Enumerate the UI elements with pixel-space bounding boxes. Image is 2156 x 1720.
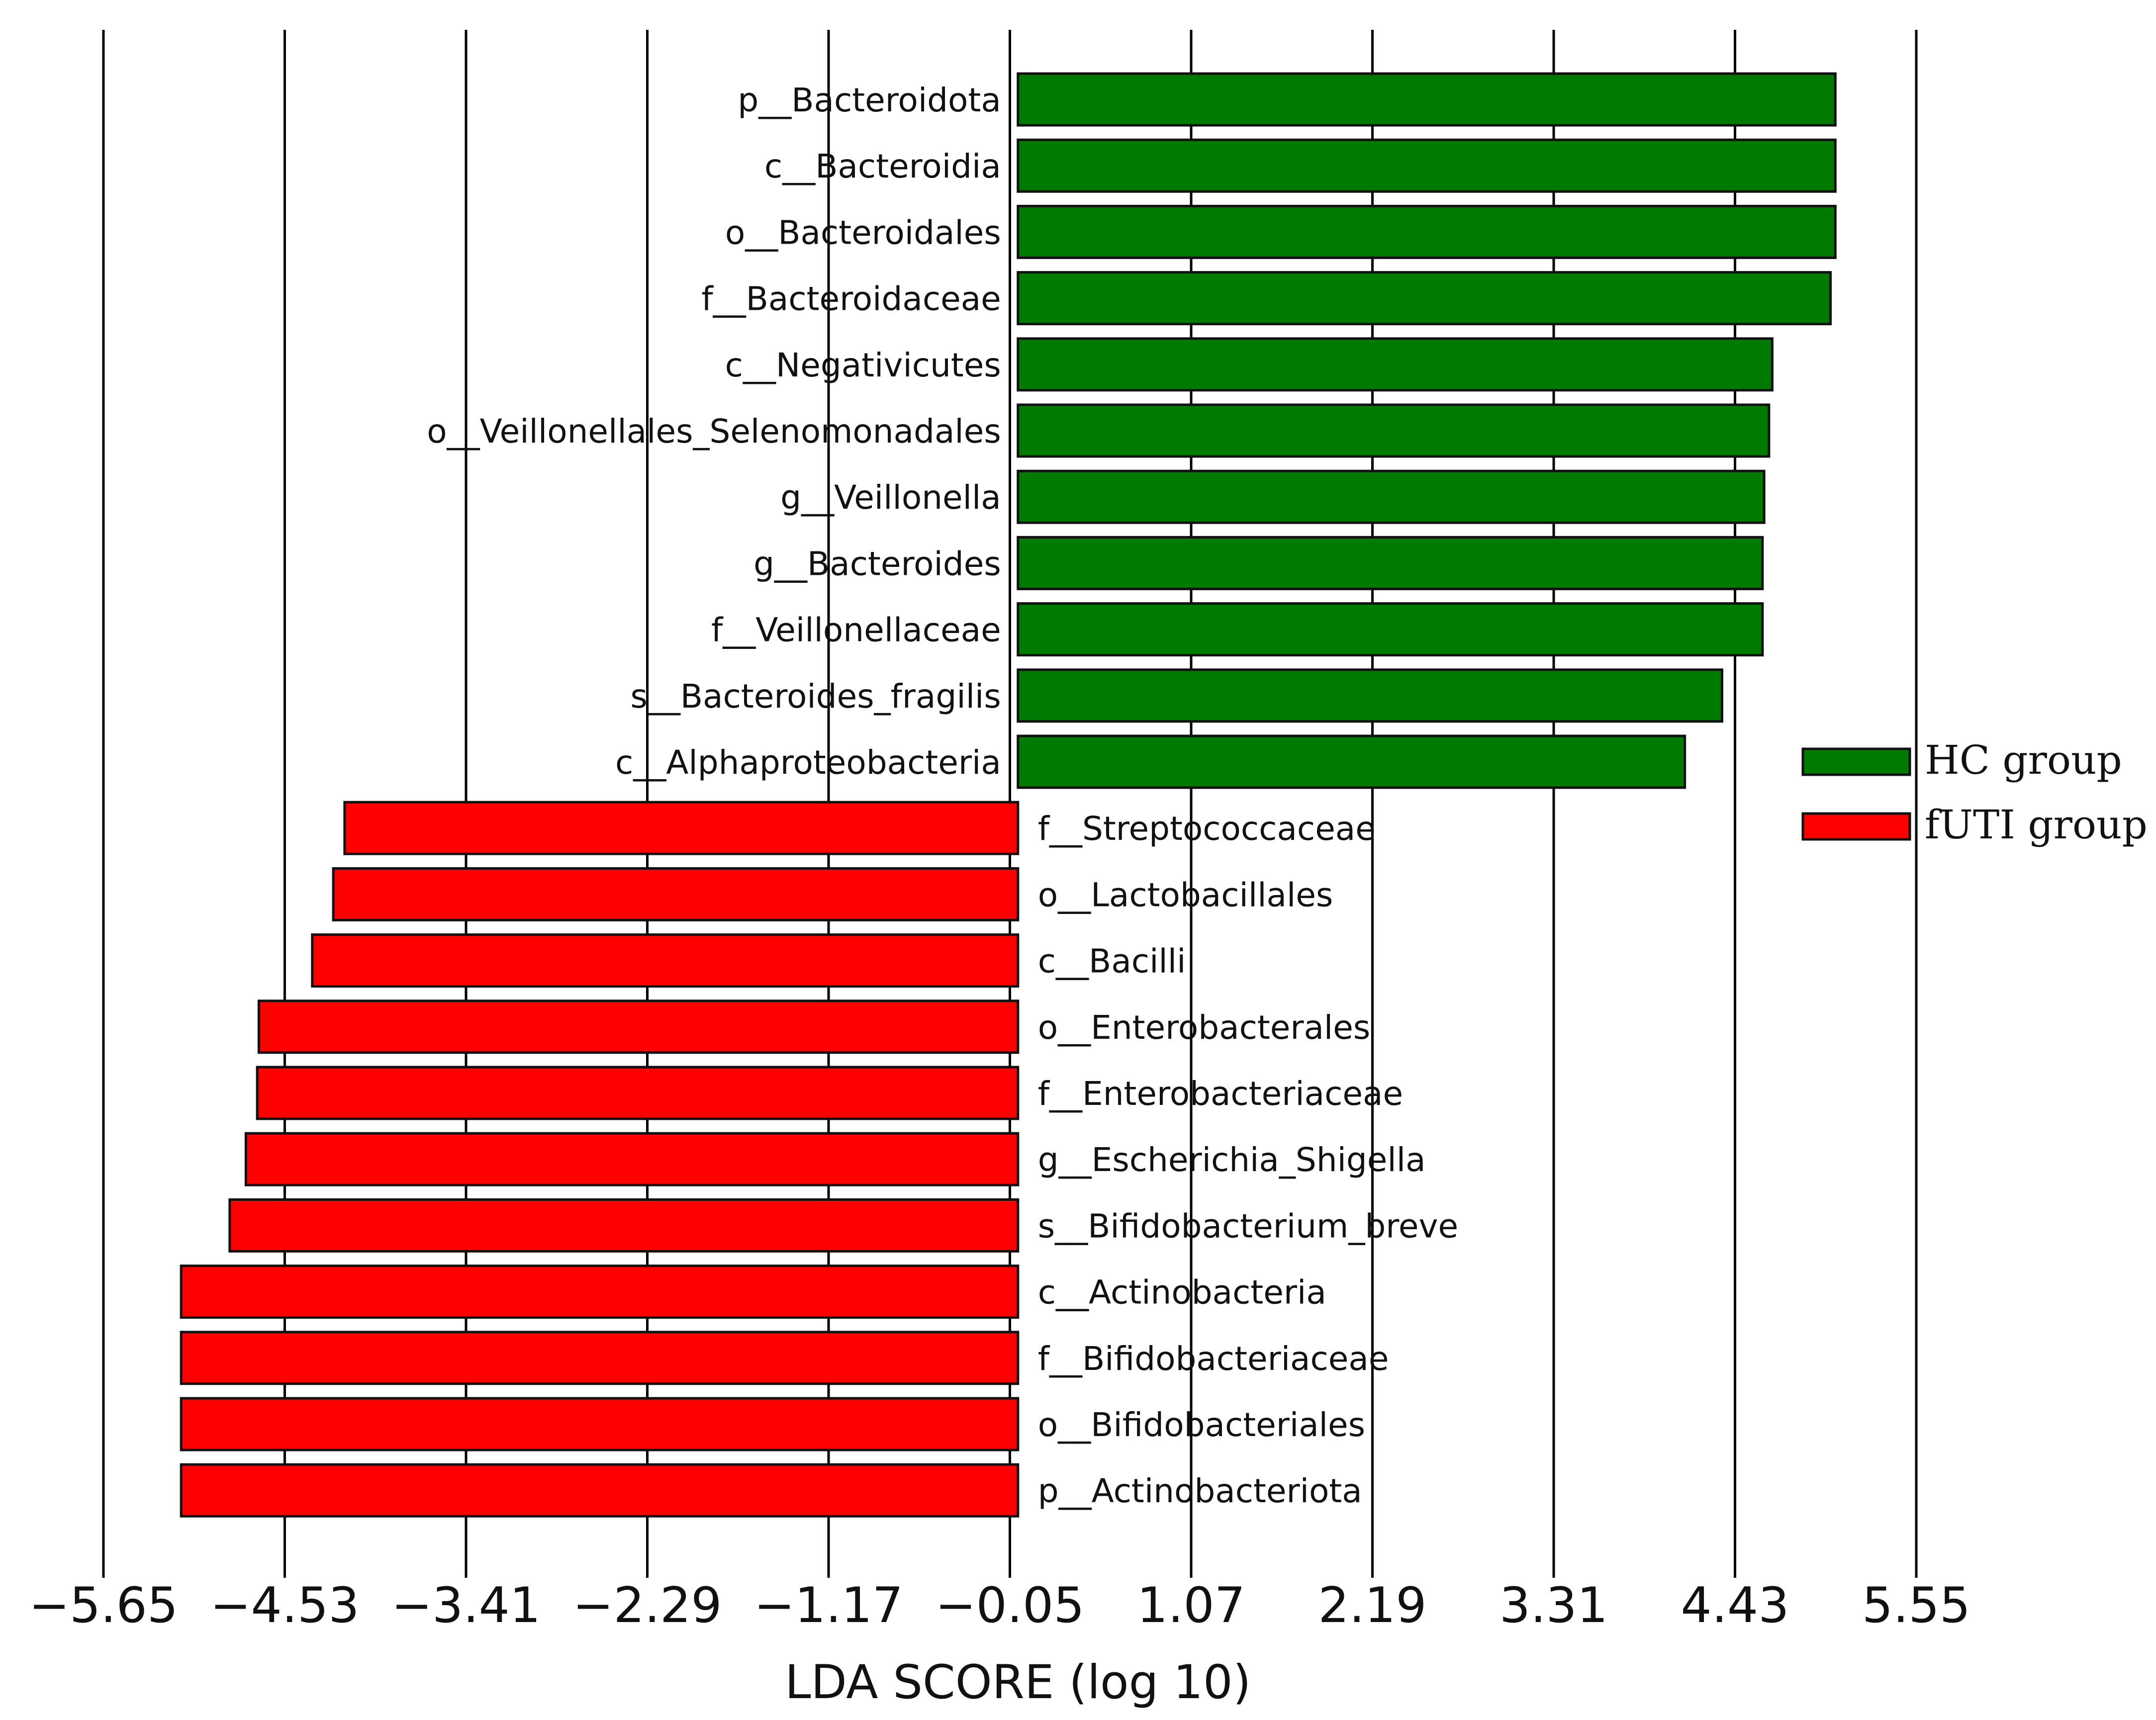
bar-label: c__Bacilli — [1038, 942, 1186, 981]
bar — [244, 1132, 1020, 1186]
bar-label: f__Bifidobacteriaceae — [1038, 1340, 1389, 1378]
bar-label: o__Veillonellales_Selenomonadales — [427, 412, 1001, 451]
bar — [180, 1265, 1020, 1319]
x-tick-label: 3.31 — [1500, 1577, 1608, 1634]
x-tick-label: 1.07 — [1137, 1577, 1245, 1634]
bar — [1017, 138, 1837, 193]
bar — [1017, 337, 1774, 392]
bar-label: o__Bacteroidales — [725, 213, 1001, 252]
bar — [311, 933, 1020, 988]
x-tick-label: −1.17 — [754, 1577, 903, 1634]
bar — [256, 1066, 1020, 1120]
bar — [257, 999, 1020, 1054]
legend-swatch — [1801, 747, 1911, 776]
bar — [228, 1198, 1020, 1253]
bar — [180, 1331, 1020, 1385]
bar-labels: p__Bacteroidota c__Bacteroidia o__Bacteroi… — [427, 81, 1458, 1510]
bar-label: c__Actinobacteria — [1038, 1273, 1326, 1312]
bar-label: c__Negativicutes — [725, 346, 1001, 384]
bar — [180, 1397, 1020, 1451]
bar — [1017, 469, 1766, 524]
bar-label: o__Bifidobacteriales — [1038, 1406, 1365, 1444]
x-tick-label: −5.65 — [29, 1577, 178, 1634]
bar-label: o__Enterobacterales — [1038, 1008, 1370, 1047]
bar — [1017, 602, 1764, 657]
bar-label: f__Streptococcaceae — [1038, 810, 1376, 848]
legend-label: HC group — [1925, 737, 2122, 783]
bar — [1017, 734, 1687, 789]
legend-swatch — [1801, 812, 1911, 841]
bar-label: g__Veillonella — [780, 478, 1001, 517]
x-tick-label: 5.55 — [1862, 1577, 1970, 1634]
x-tick-label: 4.43 — [1681, 1577, 1789, 1634]
bar — [343, 801, 1020, 855]
bar-label: g__Escherichia_Shigella — [1038, 1141, 1426, 1179]
bar-label: s__Bifidobacterium_breve — [1038, 1207, 1458, 1245]
x-tick-label: −4.53 — [210, 1577, 359, 1634]
legend: HC group fUTI group — [1801, 737, 2148, 848]
bar — [1017, 204, 1837, 259]
bar — [1017, 668, 1723, 723]
bar — [1017, 271, 1832, 326]
bar — [1017, 403, 1771, 458]
bar-label: c__Alphaproteobacteria — [615, 743, 1001, 782]
x-axis-ticks: −5.65 −4.53 −3.41 −2.29 −1.17 −0.05 1.07 2.19 3.… — [29, 1564, 1970, 1634]
x-tick-label: −2.29 — [572, 1577, 722, 1634]
bars — [180, 72, 1837, 1518]
legend-label: fUTI group — [1925, 802, 2148, 848]
x-tick-label: 2.19 — [1318, 1577, 1426, 1634]
bar-label: f__Enterobacteriaceae — [1038, 1075, 1403, 1113]
bar-label: f__Bacteroidaceae — [701, 280, 1001, 318]
bar-label: s__Bacteroides_fragilis — [630, 677, 1001, 716]
bar-label: p__Actinobacteriota — [1038, 1472, 1362, 1510]
bar-label: p__Bacteroidota — [738, 81, 1001, 119]
bar — [1017, 536, 1764, 590]
x-tick-label: −0.05 — [935, 1577, 1084, 1634]
bar-label: o__Lactobacillales — [1038, 876, 1333, 914]
bar — [180, 1463, 1020, 1518]
x-tick-label: −3.41 — [391, 1577, 541, 1634]
bar-label: g__Bacteroides — [753, 544, 1001, 583]
bar — [1017, 72, 1837, 127]
bar-label: f__Veillonellaceae — [711, 611, 1001, 649]
x-axis-title: LDA SCORE (log 10) — [785, 1655, 1251, 1710]
bar-label: c__Bacteroidia — [764, 147, 1001, 185]
bar — [332, 867, 1020, 921]
